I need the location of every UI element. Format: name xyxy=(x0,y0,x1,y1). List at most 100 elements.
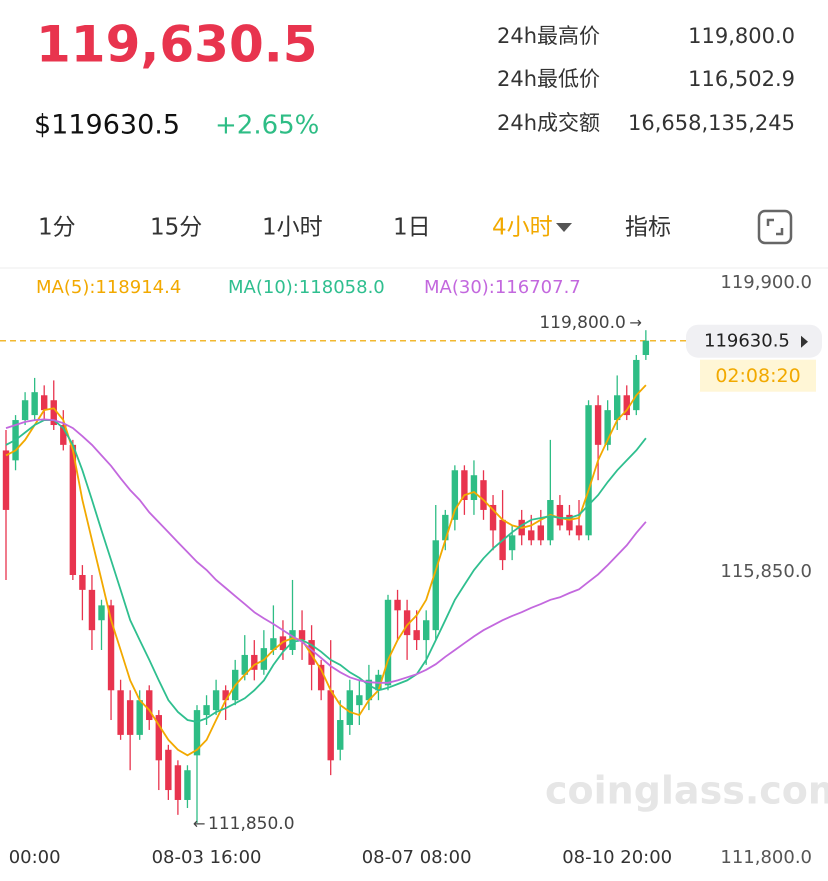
candle-body xyxy=(98,605,105,621)
candle-body xyxy=(489,504,497,531)
stat-label: 24h成交额 xyxy=(497,111,600,135)
y-tick-label: 111,800.0 xyxy=(720,847,812,868)
x-tick-label: 08-10 20:00 xyxy=(562,847,672,868)
dropdown-caret[interactable] xyxy=(556,223,572,232)
tab[interactable]: 1日 xyxy=(393,215,431,241)
candle-body xyxy=(575,525,583,536)
candle-body xyxy=(107,605,115,691)
candle-body xyxy=(451,470,459,520)
ma-line xyxy=(5,384,647,757)
candle-body xyxy=(614,395,621,421)
usd-price: $119630.5 xyxy=(34,110,180,141)
expand-button[interactable] xyxy=(757,209,793,245)
candle-body xyxy=(60,425,67,445)
tab[interactable]: 1小时 xyxy=(262,215,323,241)
candle-body xyxy=(413,630,420,641)
candle-body xyxy=(432,540,439,631)
arrow: → xyxy=(629,314,642,332)
price: 119,630.5 xyxy=(36,16,318,74)
candle-body xyxy=(289,630,296,650)
candle-body xyxy=(79,575,86,590)
candle-body xyxy=(356,695,363,706)
stat-label: 24h最高价 xyxy=(497,24,600,48)
candle-body xyxy=(251,654,258,670)
candle-body xyxy=(203,705,210,716)
candle-body xyxy=(384,599,392,686)
countdown: 02:08:20 xyxy=(715,365,800,387)
legend-entry: MA(10):118058.0 xyxy=(228,277,385,298)
tab[interactable]: 1分 xyxy=(38,215,76,241)
candle-body xyxy=(423,620,430,641)
candle-body xyxy=(41,395,48,411)
candle-body xyxy=(528,530,535,541)
candle-body xyxy=(184,770,191,800)
candle-body xyxy=(594,405,602,445)
watermark: coinglass.com xyxy=(545,769,828,813)
candle-body xyxy=(193,710,201,756)
candle-body xyxy=(126,700,134,735)
stat-value: 16,658,135,245 xyxy=(628,111,795,135)
candle-body xyxy=(146,690,153,721)
candle-body xyxy=(279,636,287,650)
tab[interactable]: 15分 xyxy=(150,215,202,241)
candle-body xyxy=(174,765,182,800)
candle-body xyxy=(241,654,248,675)
y-tick-label: 115,850.0 xyxy=(720,561,812,582)
legend-entry: MA(30):116707.7 xyxy=(424,277,581,298)
candle-body xyxy=(394,599,401,611)
x-tick-label: 08-07 08:00 xyxy=(362,847,472,868)
tab-active[interactable]: 4小时 xyxy=(492,215,553,241)
candle-body xyxy=(337,720,344,750)
arrow: ← xyxy=(193,814,206,832)
candle-body xyxy=(298,630,306,641)
candle-body xyxy=(365,679,373,701)
candle-body xyxy=(470,475,478,501)
candle-body xyxy=(222,690,229,701)
price-tag-caret xyxy=(801,335,808,348)
candle-body xyxy=(50,400,57,426)
stat-value: 119,800.0 xyxy=(688,24,795,48)
high-annotation: 119,800.0 xyxy=(539,313,626,333)
countdown-bg xyxy=(700,359,816,392)
y-tick-label: 119,900.0 xyxy=(720,272,812,293)
candle-body xyxy=(585,405,592,536)
candle-body xyxy=(547,500,554,541)
stat-value: 116,502.9 xyxy=(688,67,795,91)
candle-body xyxy=(21,400,29,421)
tab[interactable]: 指标 xyxy=(625,215,671,241)
low-annotation: 111,850.0 xyxy=(208,814,295,834)
candle-body xyxy=(88,589,96,631)
legend-entry: MA(5):118914.4 xyxy=(36,277,181,298)
candle-body xyxy=(604,410,611,445)
candle-body xyxy=(308,640,315,665)
candle-body xyxy=(327,690,334,761)
candle-body xyxy=(117,690,124,735)
candle-body xyxy=(136,700,143,735)
candle-body xyxy=(556,504,564,526)
candle-body xyxy=(317,664,325,691)
candle-body xyxy=(270,638,277,650)
x-tick-label: 00:00 xyxy=(9,847,61,868)
candle-body xyxy=(633,359,640,411)
candle-body xyxy=(623,395,630,416)
candle-body xyxy=(31,392,38,416)
candle-body xyxy=(508,535,516,551)
stat-label: 24h最低价 xyxy=(497,67,600,91)
candle-body xyxy=(642,340,650,355)
candle-body xyxy=(537,525,544,541)
x-tick-label: 08-03 16:00 xyxy=(152,847,262,868)
candle-body xyxy=(346,690,353,725)
candle-body xyxy=(403,610,411,636)
candle-body xyxy=(2,450,10,510)
price-tag-bg xyxy=(686,324,822,358)
candle-body xyxy=(212,690,220,711)
candle-body xyxy=(165,749,172,791)
candle-body xyxy=(155,715,162,761)
candle-body xyxy=(442,514,449,541)
price-tag: 119630.5 xyxy=(704,331,790,352)
candle-body xyxy=(461,470,468,501)
ma-line xyxy=(5,419,647,723)
candle-body xyxy=(566,514,573,531)
candle-body xyxy=(69,444,77,575)
